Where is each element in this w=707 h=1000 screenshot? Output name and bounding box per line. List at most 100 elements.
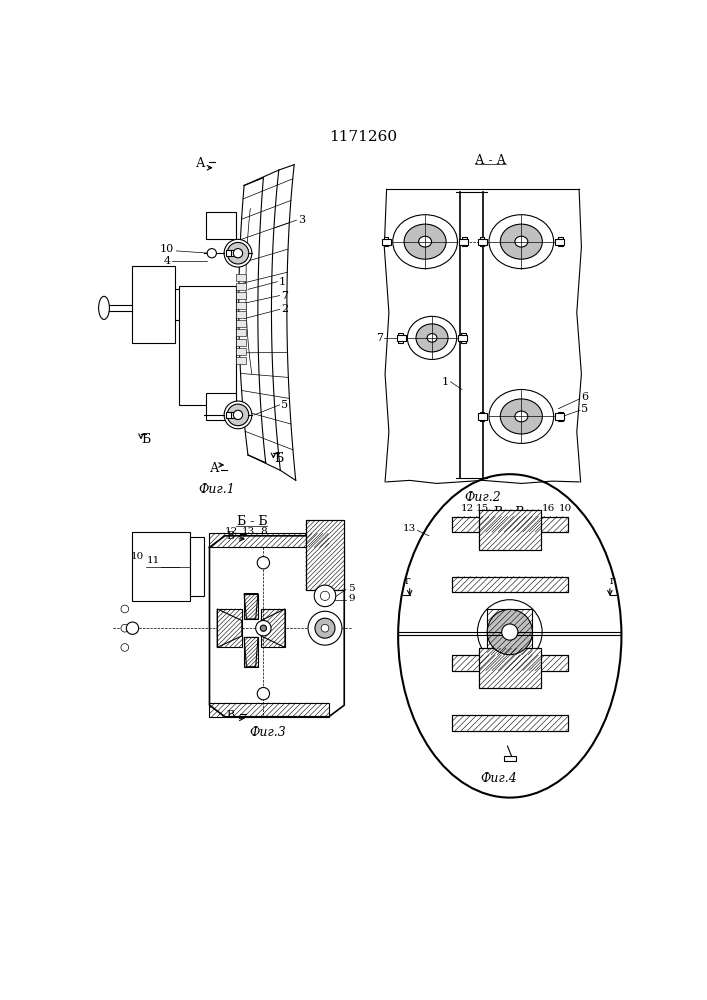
Bar — [459, 239, 468, 245]
Ellipse shape — [227, 242, 249, 264]
Bar — [452, 577, 568, 592]
Text: А: А — [196, 157, 205, 170]
Bar — [452, 517, 568, 532]
Text: 8: 8 — [260, 527, 267, 536]
Text: 13: 13 — [241, 527, 255, 536]
Circle shape — [502, 624, 518, 640]
Circle shape — [321, 624, 329, 632]
Polygon shape — [244, 594, 258, 619]
Text: 5: 5 — [281, 400, 288, 410]
Bar — [397, 335, 406, 341]
Text: 1171260: 1171260 — [329, 130, 397, 144]
Ellipse shape — [233, 249, 243, 258]
Text: Фиг.3: Фиг.3 — [249, 726, 286, 739]
Bar — [458, 335, 467, 341]
Circle shape — [308, 611, 342, 645]
Text: 11: 11 — [146, 556, 160, 565]
Circle shape — [314, 585, 336, 607]
Text: 5: 5 — [581, 404, 588, 414]
Text: 16: 16 — [542, 504, 555, 513]
Bar — [132, 532, 190, 601]
Text: 4: 4 — [163, 256, 170, 266]
Text: 3: 3 — [298, 215, 305, 225]
Ellipse shape — [227, 404, 249, 426]
Bar — [206, 212, 236, 239]
Bar — [479, 648, 541, 688]
Bar — [398, 333, 403, 343]
Ellipse shape — [98, 296, 110, 319]
Bar — [559, 237, 563, 246]
Text: 7: 7 — [281, 291, 288, 301]
Ellipse shape — [501, 399, 542, 434]
Text: 7: 7 — [375, 333, 382, 343]
Text: 5: 5 — [348, 584, 355, 593]
Ellipse shape — [501, 224, 542, 259]
Text: 6: 6 — [581, 392, 588, 402]
Text: 10: 10 — [160, 244, 174, 254]
Text: В - В: В - В — [494, 506, 525, 519]
Text: А: А — [210, 462, 220, 475]
Bar — [236, 283, 246, 290]
Text: 9: 9 — [348, 594, 355, 603]
Ellipse shape — [489, 389, 554, 443]
Bar — [206, 393, 236, 420]
Text: Фиг.4: Фиг.4 — [480, 772, 517, 785]
Bar — [559, 412, 563, 421]
Text: Фиг.2: Фиг.2 — [464, 491, 501, 504]
Text: Фиг.1: Фиг.1 — [199, 483, 235, 496]
Circle shape — [477, 600, 542, 664]
Bar — [209, 533, 329, 547]
Circle shape — [260, 625, 267, 631]
Ellipse shape — [393, 215, 457, 269]
Circle shape — [121, 624, 129, 632]
Bar — [452, 655, 568, 671]
Ellipse shape — [224, 401, 252, 429]
Bar — [261, 609, 285, 647]
Bar — [209, 703, 329, 717]
Text: 1: 1 — [279, 277, 286, 287]
Bar — [452, 715, 568, 731]
Polygon shape — [261, 609, 285, 647]
Text: 10: 10 — [559, 504, 572, 513]
Bar — [231, 250, 235, 256]
Bar — [480, 412, 484, 421]
Text: Б: Б — [274, 452, 284, 465]
Bar — [244, 637, 258, 667]
Bar — [231, 412, 235, 418]
Text: В: В — [227, 531, 235, 541]
Bar — [236, 329, 246, 336]
Bar — [479, 510, 541, 550]
Ellipse shape — [515, 236, 528, 247]
Bar — [479, 648, 541, 688]
Circle shape — [257, 687, 269, 700]
Bar — [236, 348, 246, 355]
Bar — [503, 756, 516, 761]
Text: 2: 2 — [281, 304, 288, 314]
Bar — [236, 339, 246, 346]
Ellipse shape — [419, 236, 431, 247]
Circle shape — [315, 618, 335, 638]
Bar — [244, 594, 258, 619]
Ellipse shape — [515, 411, 528, 422]
Bar — [462, 237, 467, 246]
Circle shape — [121, 605, 129, 613]
Bar — [555, 239, 564, 245]
Text: 1: 1 — [442, 377, 449, 387]
Text: Б - Б: Б - Б — [237, 515, 267, 528]
Text: А - А: А - А — [475, 154, 506, 167]
Ellipse shape — [398, 474, 621, 798]
Bar — [226, 250, 232, 256]
Bar — [487, 609, 532, 655]
Text: г: г — [404, 576, 410, 586]
Bar — [236, 292, 246, 299]
Circle shape — [127, 622, 139, 634]
Ellipse shape — [233, 410, 243, 420]
Text: 12: 12 — [224, 527, 238, 536]
Bar — [236, 274, 246, 281]
Bar — [452, 577, 568, 592]
Bar — [461, 333, 466, 343]
Ellipse shape — [404, 224, 446, 259]
Ellipse shape — [427, 334, 437, 342]
Bar — [305, 520, 344, 590]
Bar — [479, 510, 541, 550]
